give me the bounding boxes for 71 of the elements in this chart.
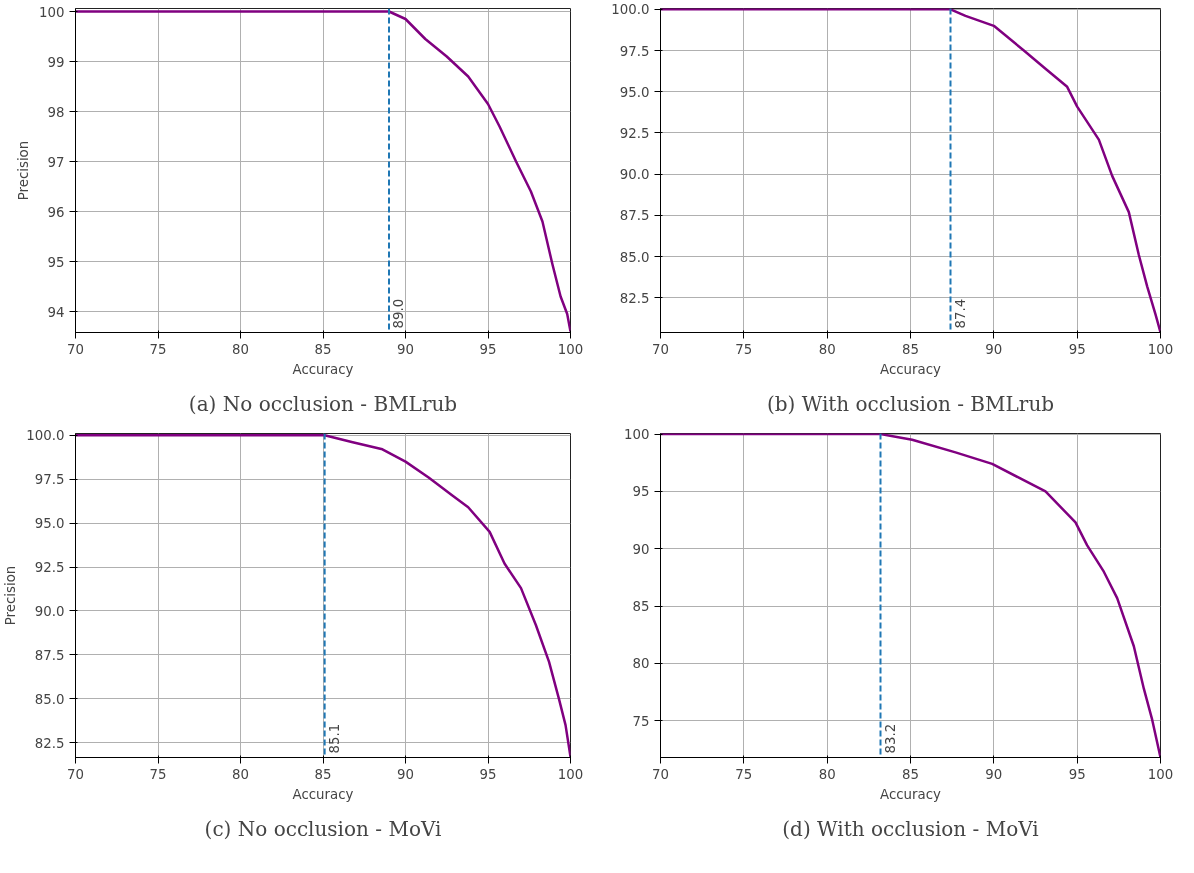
x-tick-label: 85 <box>902 766 919 782</box>
x-tick-label: 90 <box>397 341 414 357</box>
y-tick-label: 85.0 <box>34 691 65 707</box>
text: (c) No occlusion - MoVi <box>204 816 442 841</box>
y-tick-label: 90.0 <box>34 603 65 619</box>
x-tick-label: 70 <box>652 341 669 357</box>
x-tick-label: 85 <box>902 341 919 357</box>
y-tick-label: 85.0 <box>619 249 650 265</box>
y-tick-label: 100 <box>624 427 650 443</box>
y-tick-label: 100 <box>39 4 65 20</box>
x-tick-label: 100 <box>557 341 584 357</box>
y-tick-label: 95.0 <box>619 84 650 100</box>
x-tick-label: 90 <box>985 766 1003 782</box>
x-tick-label: 85 <box>314 341 332 357</box>
y-tick-label: 87.5 <box>34 647 65 663</box>
text: (a) No occlusion - BMLrub <box>188 391 458 416</box>
x-tick-label: 100 <box>1147 341 1174 357</box>
x-tick-label: 85 <box>314 766 332 782</box>
ref-line-label: 89.0 <box>391 298 406 329</box>
y-tick-label: 97.5 <box>34 472 65 488</box>
x-tick-label: 75 <box>735 341 753 357</box>
x-axis-title: Accuracy <box>880 361 942 377</box>
y-tick-label: 99 <box>47 54 65 70</box>
y-tick-label: 85 <box>632 599 650 615</box>
y-tick-label: 95 <box>632 484 650 500</box>
y-tick-label: 92.5 <box>34 560 65 576</box>
y-tick-label: 80 <box>632 656 650 672</box>
y-tick-label: 94 <box>47 304 65 320</box>
x-tick-label: 80 <box>232 766 249 782</box>
ref-line-label: 87.4 <box>952 298 968 329</box>
x-tick-label: 80 <box>232 341 249 357</box>
x-tick-label: 95 <box>1068 341 1086 357</box>
y-tick-label: 82.5 <box>34 735 65 751</box>
x-tick-label: 100 <box>1147 766 1174 782</box>
y-tick-label: 95 <box>47 254 65 270</box>
y-tick-label: 92.5 <box>619 125 650 141</box>
x-tick-label: 95 <box>479 341 497 357</box>
y-tick-label: 97.5 <box>619 43 650 59</box>
x-tick-label: 70 <box>67 766 84 782</box>
y-tick-label: 95.0 <box>34 516 65 532</box>
y-axis-title: Precision <box>16 140 32 201</box>
x-tick-label: 80 <box>818 341 836 357</box>
x-tick-label: 100 <box>557 766 584 782</box>
y-tick-label: 96 <box>47 204 65 220</box>
x-tick-label: 70 <box>67 341 84 357</box>
x-axis-title: Accuracy <box>880 786 942 802</box>
x-tick-label: 90 <box>397 766 414 782</box>
y-tick-label: 90.0 <box>619 167 650 183</box>
ref-line-label: 83.2 <box>882 723 898 754</box>
y-tick-label: 100.0 <box>26 428 65 444</box>
x-tick-label: 75 <box>149 766 167 782</box>
y-tick-label: 90 <box>632 541 650 557</box>
x-tick-label: 80 <box>818 766 836 782</box>
text: (d) With occlusion - MoVi <box>782 816 1039 841</box>
x-tick-label: 75 <box>735 766 753 782</box>
y-tick-label: 87.5 <box>619 208 650 224</box>
ref-line-label: 85.1 <box>326 723 342 754</box>
y-tick-label: 98 <box>47 104 65 120</box>
y-tick-label: 97 <box>47 154 65 170</box>
y-tick-label: 75 <box>632 713 650 729</box>
y-tick-label: 82.5 <box>619 290 650 306</box>
x-tick-label: 75 <box>149 341 167 357</box>
y-tick-label: 100.0 <box>611 2 650 18</box>
x-axis-title: Accuracy <box>292 786 354 802</box>
y-axis-title: Precision <box>3 565 19 626</box>
x-axis-title: Accuracy <box>292 361 354 377</box>
x-tick-label: 95 <box>1068 766 1086 782</box>
x-tick-label: 70 <box>652 766 669 782</box>
x-tick-label: 90 <box>985 341 1003 357</box>
text: (b) With occlusion - BMLrub <box>766 391 1055 416</box>
x-tick-label: 95 <box>479 766 497 782</box>
